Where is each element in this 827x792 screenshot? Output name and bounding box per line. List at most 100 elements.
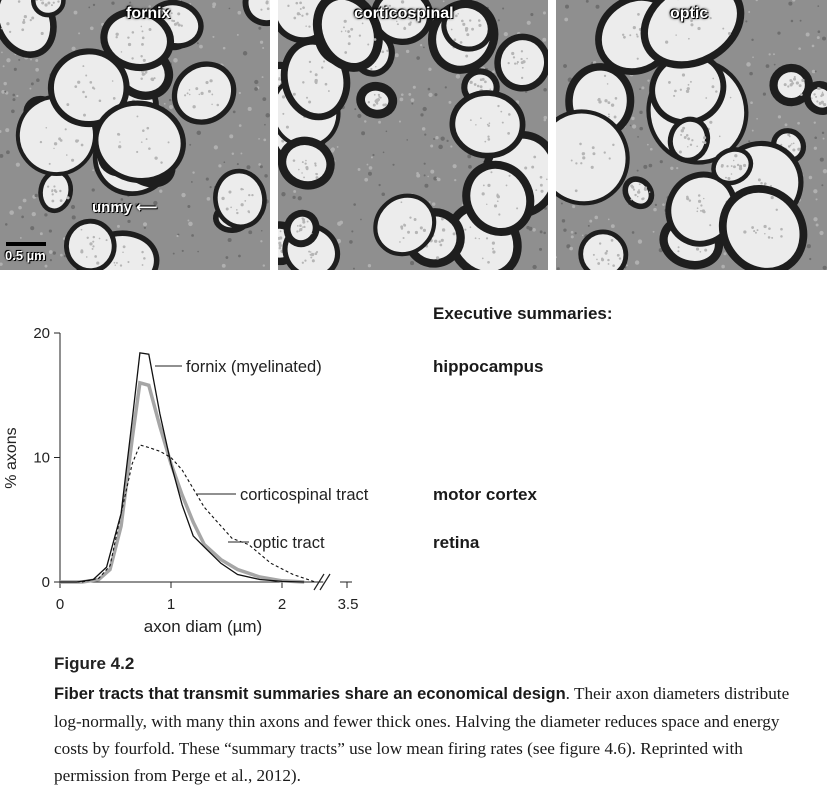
micrograph-texture-speck [360, 219, 362, 221]
micrograph-texture-speck [428, 93, 432, 97]
micrograph-texture-speck [383, 152, 385, 154]
axoplasm-speck [127, 261, 129, 263]
micrograph-texture-speck [424, 134, 426, 136]
axoplasm-speck [644, 188, 647, 191]
micrograph-texture-speck [31, 82, 34, 85]
axoplasm-speck [792, 82, 794, 84]
axoplasm-speck [689, 199, 691, 201]
axoplasm-speck [404, 224, 407, 227]
axoplasm-speck [23, 19, 25, 21]
axoplasm-speck [438, 241, 440, 243]
axoplasm-speck [799, 84, 802, 87]
axoplasm-speck [82, 65, 84, 67]
axoplasm-speck [604, 151, 606, 153]
axoplasm-speck [302, 262, 304, 264]
axoplasm-speck [686, 197, 689, 200]
micrograph-texture-speck [766, 64, 770, 68]
axoplasm-speck [44, 3, 47, 6]
micrograph-texture-speck [248, 107, 252, 111]
axoplasm-speck [730, 97, 732, 99]
axoplasm-speck [187, 92, 189, 94]
micrograph-texture-speck [542, 38, 546, 42]
micrograph-texture-speck [237, 11, 241, 15]
micrograph-texture-speck [436, 177, 438, 179]
axoplasm-speck [244, 200, 246, 202]
micrograph-texture-speck [30, 226, 34, 230]
axoplasm-speck [24, 15, 27, 18]
micrograph-texture-speck [12, 98, 15, 101]
micrograph-texture-speck [561, 202, 563, 204]
axoplasm-speck [492, 242, 495, 245]
axoplasm-speck [143, 257, 146, 260]
axoplasm-speck [347, 30, 350, 33]
micrograph-texture-speck [445, 86, 447, 88]
axoplasm-speck [9, 31, 11, 33]
axoplasm-speck [507, 132, 510, 135]
axoplasm-speck [725, 177, 727, 179]
axoplasm-speck [465, 27, 468, 30]
micrograph-texture-speck [392, 164, 394, 166]
axoplasm-speck [315, 165, 317, 167]
micrograph-texture-speck [653, 231, 655, 233]
axoplasm-speck [1, 28, 2, 29]
micrograph-texture-speck [746, 62, 751, 67]
summary-retina: retina [433, 533, 479, 553]
axoplasm-speck [817, 87, 820, 90]
micrograph-texture-speck [261, 230, 263, 232]
micrograph-texture-speck [262, 97, 266, 101]
axoplasm-speck [128, 43, 131, 46]
axoplasm-speck [6, 22, 9, 25]
scale-bar-label: 0.5 µm [5, 248, 46, 263]
micrograph-texture-speck [819, 231, 823, 235]
axoplasm-speck [184, 94, 186, 96]
axoplasm-speck [674, 90, 677, 93]
axoplasm-speck [442, 228, 445, 231]
micrograph-texture-speck [751, 39, 753, 41]
axoplasm-speck [310, 254, 312, 256]
micrograph-texture-speck [632, 231, 635, 234]
axoplasm-speck [306, 167, 309, 170]
axoplasm-speck [677, 250, 679, 252]
micrograph-texture-speck [260, 165, 263, 168]
micrograph-texture-speck [164, 103, 166, 105]
axoplasm-speck [54, 142, 57, 145]
micrograph-texture-speck [406, 139, 408, 141]
axoplasm-speck [636, 35, 638, 37]
micrograph-texture-speck [281, 192, 285, 196]
axoplasm-speck [821, 101, 824, 104]
axoplasm-speck [487, 124, 489, 126]
axoplasm-speck [637, 196, 638, 197]
axoplasm-speck [287, 5, 289, 7]
micrograph-texture-speck [563, 228, 566, 231]
micrograph-texture-speck [807, 244, 811, 248]
axoplasm-speck [286, 126, 289, 129]
micrograph-texture-speck [229, 8, 231, 10]
axoplasm-speck [461, 20, 464, 23]
axoplasm-speck [637, 58, 639, 60]
axoplasm-speck [348, 42, 351, 45]
micrograph-texture-speck [173, 58, 178, 63]
axoplasm-speck [737, 164, 739, 166]
micrograph-texture-speck [630, 125, 632, 127]
micrograph-texture-speck [429, 201, 431, 203]
axoplasm-speck [516, 207, 518, 209]
micrograph-texture-speck [23, 199, 27, 203]
micrograph-texture-speck [812, 45, 815, 48]
axoplasm-speck [771, 196, 774, 199]
axoplasm-speck [760, 182, 763, 185]
micrograph-texture-speck [364, 178, 368, 182]
micrograph-texture-speck [814, 136, 817, 139]
axoplasm-speck [140, 78, 142, 80]
axoplasm-speck [211, 94, 213, 96]
axoplasm-speck [533, 156, 536, 159]
micrograph-texture-speck [453, 164, 457, 168]
micrograph-texture-speck [372, 154, 374, 156]
micrograph-texture-speck [569, 247, 573, 251]
micrograph-label-fornix: fornix [126, 5, 170, 23]
axoplasm-speck [571, 160, 573, 162]
micrograph-texture-speck [254, 80, 258, 84]
chart-annotations: fornix (myelinated)corticospinal tractop… [155, 358, 369, 552]
axoplasm-speck [81, 229, 83, 231]
axoplasm-speck [141, 43, 144, 46]
micrograph-texture-speck [53, 251, 56, 254]
